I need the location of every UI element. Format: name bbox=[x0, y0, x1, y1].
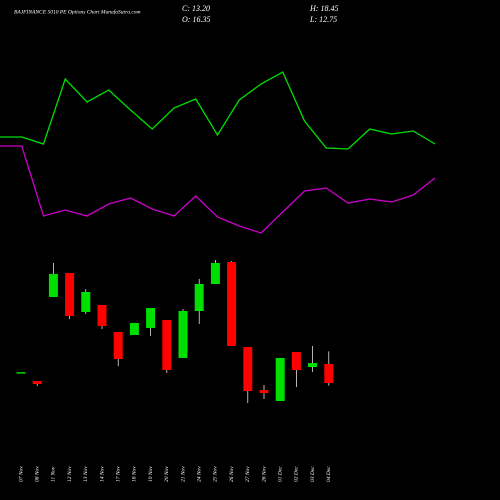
candle-body bbox=[146, 307, 156, 328]
x-tick-label: 14 Nov bbox=[98, 466, 105, 482]
x-tick-label: 04 Dec bbox=[325, 466, 332, 482]
open-label: O: 16.35 bbox=[182, 15, 210, 24]
candle-body bbox=[162, 320, 172, 371]
x-tick-label: 17 Nov bbox=[115, 466, 121, 482]
candle-body bbox=[65, 272, 75, 316]
x-tick-label: 25 Nov bbox=[213, 466, 219, 482]
candle-body bbox=[227, 261, 237, 346]
candle-body bbox=[178, 310, 188, 358]
x-tick-label: 26 Nov bbox=[229, 466, 235, 482]
high-label: H: 18.45 bbox=[309, 4, 338, 13]
candle-body bbox=[308, 363, 318, 368]
candle-body bbox=[16, 372, 26, 374]
x-tick-label: 03 Dec bbox=[310, 466, 316, 482]
x-tick-label: 13 Nov bbox=[83, 466, 89, 482]
close-label: C: 13.20 bbox=[182, 4, 210, 13]
x-tick-label: 28 Nov bbox=[261, 466, 267, 482]
x-tick-label: 02 Dec bbox=[294, 466, 300, 482]
x-tick-label: 27 Nov bbox=[245, 466, 251, 482]
chart-title: BAJFINANCE 5010 PE Options Chart MunafaS… bbox=[14, 8, 141, 15]
candle-body bbox=[210, 262, 220, 284]
x-tick-label: 01 Dec bbox=[277, 466, 283, 482]
indicator-line bbox=[0, 145, 436, 234]
x-tick-label: 07 Nov bbox=[18, 466, 24, 482]
x-tick-label: 18 Nov bbox=[132, 466, 138, 482]
x-tick-label: 24 Nov bbox=[195, 466, 202, 482]
candle-body bbox=[81, 291, 91, 313]
x-tick-label: 20 Nov bbox=[164, 466, 170, 482]
candle-body bbox=[129, 322, 139, 336]
candle-body bbox=[113, 332, 123, 360]
candle-body bbox=[32, 381, 42, 385]
low-label: L: 12.75 bbox=[309, 15, 337, 24]
x-tick-label: 19 Nov bbox=[148, 466, 154, 482]
indicator-line bbox=[0, 71, 436, 150]
candle-body bbox=[275, 357, 285, 402]
candle-body bbox=[291, 352, 301, 371]
x-tick-label: 11 Nov bbox=[51, 466, 57, 482]
x-tick-label: 12 Nov bbox=[67, 466, 73, 482]
candle-body bbox=[194, 283, 204, 311]
x-tick-label: 21 Nov bbox=[180, 466, 186, 482]
x-tick-label: 08 Nov bbox=[34, 466, 40, 482]
candle-body bbox=[48, 273, 58, 298]
candle-body bbox=[259, 390, 269, 394]
candle-body bbox=[324, 364, 334, 383]
candle-body bbox=[97, 305, 107, 326]
candle-body bbox=[243, 347, 253, 392]
